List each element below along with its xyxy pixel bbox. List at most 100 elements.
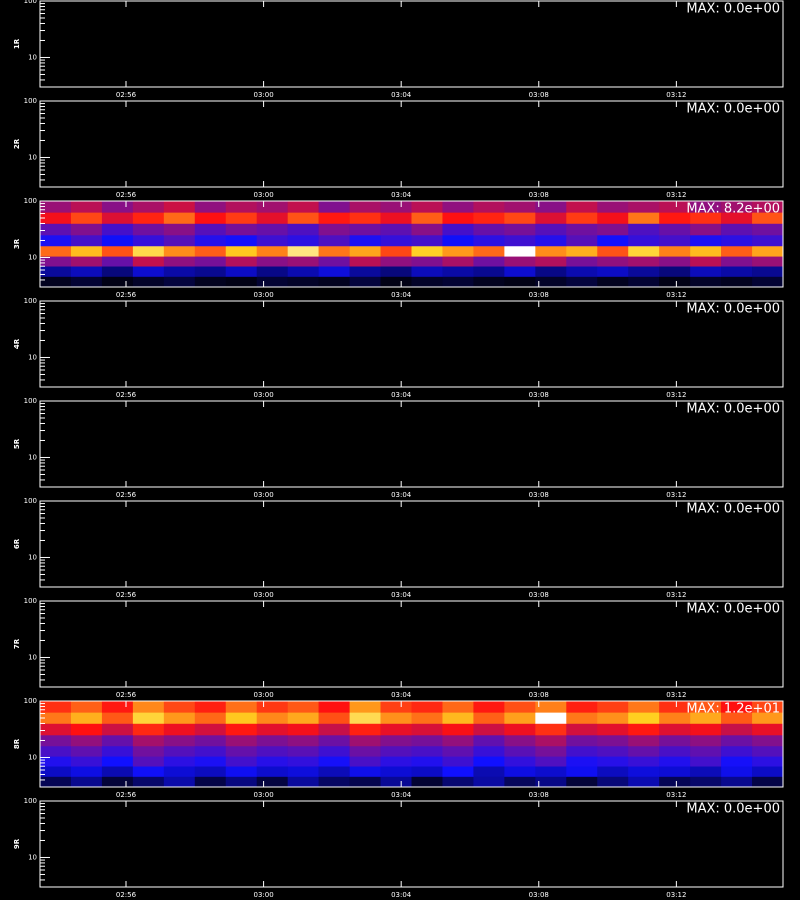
x-tick-label: 03:12	[666, 491, 686, 499]
heatmap-cell	[628, 723, 660, 736]
heatmap-cell	[752, 712, 784, 724]
heatmap-cell	[504, 276, 536, 288]
heatmap-cell	[194, 776, 227, 788]
heatmap-cell	[752, 223, 784, 236]
y-tick-label: 10	[28, 153, 37, 161]
plot-frame	[39, 100, 784, 188]
heatmap-cell	[256, 734, 288, 747]
heatmap-cell	[287, 276, 319, 288]
heatmap-cell	[597, 701, 629, 713]
y-tick-label: 100	[24, 697, 37, 705]
heatmap-cell	[752, 201, 784, 213]
heatmap-cell	[318, 734, 350, 747]
heatmap-cell	[70, 745, 103, 757]
heatmap-cell	[690, 734, 722, 747]
heatmap-cell	[752, 234, 784, 247]
heatmap-cell	[597, 745, 629, 757]
heatmap-cell	[349, 756, 381, 767]
heatmap-cell	[163, 223, 196, 236]
heatmap-cell	[690, 223, 722, 236]
x-tick-label: 02:56	[116, 191, 137, 199]
heatmap-cell	[411, 212, 443, 224]
heatmap-cell	[504, 701, 536, 713]
max-label: MAX: 8.2e+00	[686, 202, 780, 217]
heatmap-cell	[721, 276, 753, 288]
heatmap-cell	[132, 223, 165, 236]
y-tick-label: 100	[24, 97, 37, 105]
heatmap-cell	[256, 723, 288, 736]
heatmap-cell	[70, 234, 103, 247]
heatmap-cell	[752, 723, 784, 736]
heatmap-cell	[225, 234, 258, 247]
x-tick-label: 03:00	[253, 191, 273, 199]
heatmap-cell	[659, 212, 691, 224]
heatmap-cell	[659, 723, 691, 736]
heatmap-cell	[194, 234, 227, 247]
heatmap-cell	[256, 712, 288, 724]
x-tick-label: 02:56	[116, 391, 137, 399]
heatmap-cell	[659, 266, 691, 277]
x-tick-label: 03:04	[391, 191, 412, 199]
heatmap-cell	[349, 712, 381, 724]
heatmap-cell	[163, 276, 196, 288]
heatmap-cell	[132, 723, 165, 736]
x-tick-label: 02:56	[116, 291, 137, 299]
heatmap-cell	[349, 766, 381, 777]
heatmap-cell	[597, 223, 629, 236]
heatmap-cell	[380, 266, 412, 277]
heatmap-cell	[721, 201, 753, 213]
heatmap-cell	[566, 712, 598, 724]
heatmap-cell	[380, 723, 412, 736]
heatmap-cell	[442, 756, 474, 767]
heatmap-cell	[380, 734, 412, 747]
max-label: MAX: 0.0e+00	[686, 502, 780, 517]
heatmap-cell	[473, 266, 505, 277]
heatmap-cell	[349, 745, 381, 757]
heatmap-cell	[690, 756, 722, 767]
heatmap-cell	[504, 734, 536, 747]
heatmap-cell	[752, 734, 784, 747]
heatmap-cell	[628, 776, 660, 788]
heatmap-cell	[287, 734, 319, 747]
y-axis-label: 1R	[13, 38, 21, 49]
heatmap-cell	[473, 745, 505, 757]
heatmap-cell	[349, 212, 381, 224]
heatmap-cell	[287, 756, 319, 767]
heatmap-cell	[628, 201, 660, 213]
heatmap-cell	[225, 766, 258, 777]
heatmap-cell	[40, 276, 72, 288]
x-tick-label: 03:08	[529, 91, 549, 99]
heatmap-cell	[721, 234, 753, 247]
heatmap-cell	[535, 201, 567, 213]
y-tick-label: 100	[24, 397, 37, 405]
heatmap-cell	[628, 734, 660, 747]
heatmap-cell	[411, 766, 443, 777]
heatmap-cell	[132, 266, 165, 277]
heatmap-cell	[411, 256, 443, 267]
max-label: MAX: 0.0e+00	[686, 602, 780, 617]
heatmap-cell	[752, 266, 784, 277]
heatmap-cell	[535, 256, 567, 267]
heatmap-cell	[287, 776, 319, 788]
heatmap-cell	[163, 776, 196, 788]
heatmap-cell	[163, 712, 196, 724]
heatmap-cell	[40, 245, 72, 257]
heatmap-cell	[256, 256, 288, 267]
heatmap-cell	[721, 712, 753, 724]
heatmap-cell	[194, 256, 227, 267]
heatmap-cell	[70, 256, 103, 267]
heatmap-cell	[225, 745, 258, 757]
y-axis-label: 8R	[13, 738, 21, 749]
heatmap-cell	[473, 256, 505, 267]
heatmap-cell	[628, 745, 660, 757]
heatmap-cell	[225, 223, 258, 236]
y-axis-label: 9R	[13, 838, 21, 849]
heatmap-cell	[70, 766, 103, 777]
heatmap-cell	[535, 734, 567, 747]
heatmap-cell	[473, 723, 505, 736]
heatmap-cell	[721, 745, 753, 757]
heatmap-cell	[411, 701, 443, 713]
heatmap-cell	[566, 201, 598, 213]
heatmap-cell	[101, 712, 134, 724]
heatmap-cell	[101, 734, 134, 747]
